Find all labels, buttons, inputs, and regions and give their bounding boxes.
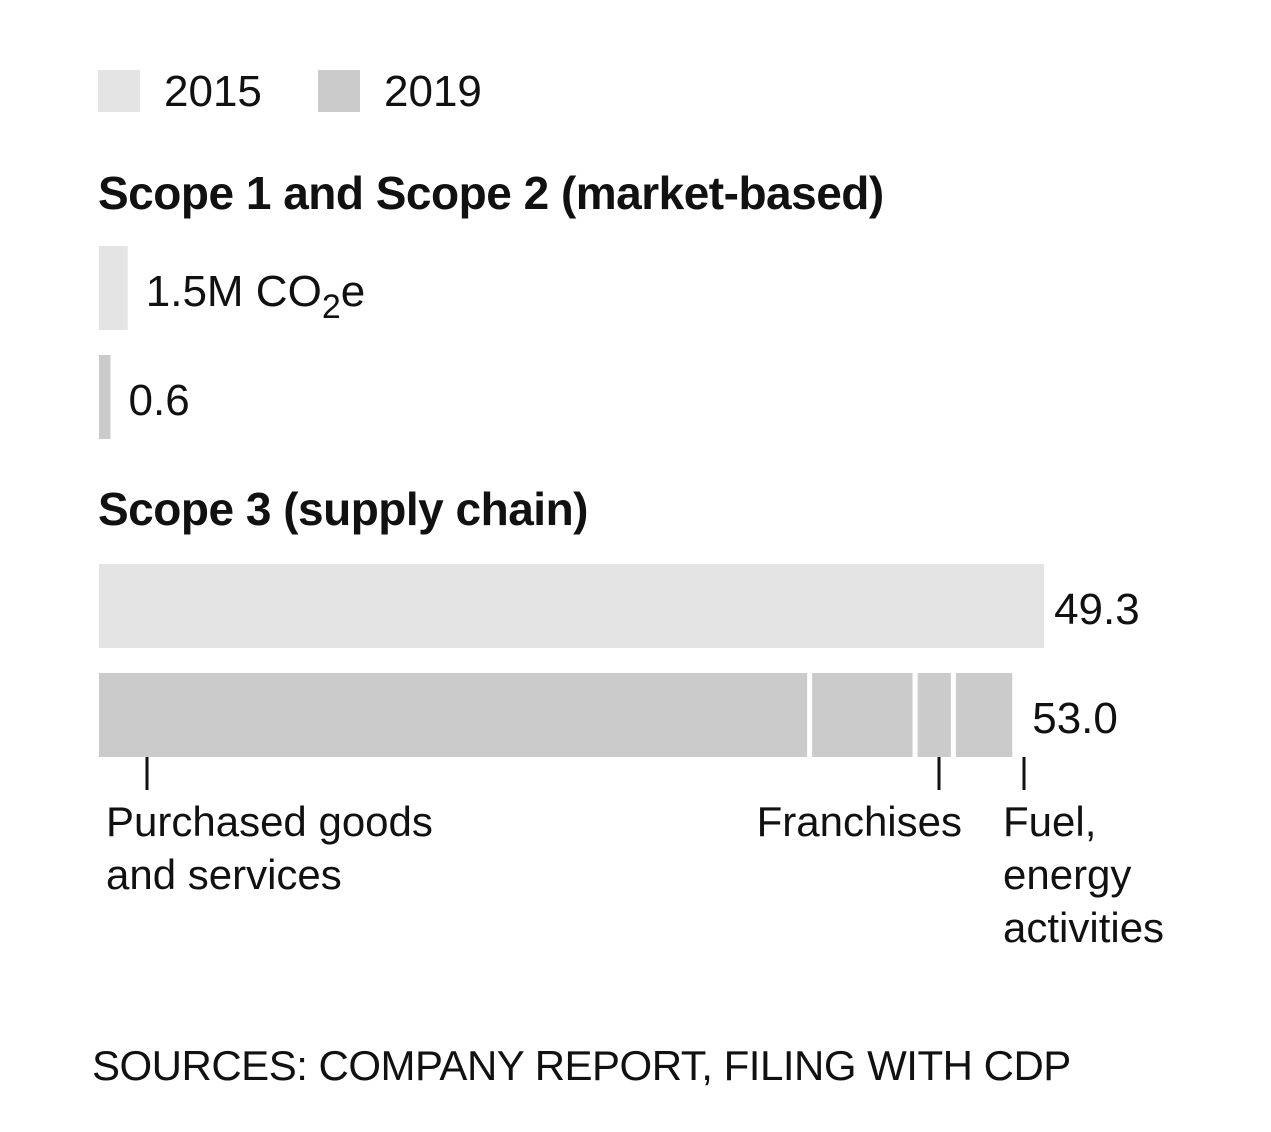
emissions-chart: 1.5M CO2e 0.6 49.3 53.0 Purchased goods and s…	[99, 246, 1164, 951]
scope12-value-label-2015: 1.5M CO2e	[146, 267, 365, 326]
scope3-bar-2019-segment-4	[955, 673, 1013, 757]
scope3-value-label-2015: 49.3	[1054, 585, 1140, 634]
annotation-label-3-line-2: energy	[1003, 851, 1131, 898]
scope3-bar-2019-segment-1	[99, 673, 808, 757]
scope12-bar-2015	[99, 246, 128, 330]
annotation-label-3-line-1: Fuel,	[1003, 798, 1096, 845]
scope3-value-label-2019: 53.0	[1032, 694, 1118, 743]
annotation-label-1-line-2: and services	[106, 851, 342, 898]
annotation-label-2-line-1: Franchises	[757, 798, 962, 845]
scope3-title: Scope 3 (supply chain)	[98, 483, 589, 535]
legend-label-2019: 2019	[384, 67, 482, 116]
scope12-value-label-2019: 0.6	[129, 376, 190, 425]
legend-swatch-2019	[318, 70, 360, 112]
source-note: SOURCES: COMPANY REPORT, FILING WITH CDP	[92, 1042, 1071, 1089]
scope3-bar-2015	[99, 564, 1045, 648]
annotation-label-3-line-3: activities	[1003, 904, 1164, 951]
scope12-bar-2019	[99, 355, 111, 439]
scope3-bar-2019-segment-3	[917, 673, 951, 757]
annotation-label-1-line-1: Purchased goods	[106, 798, 433, 845]
scope3-bar-2019-segment-2	[812, 673, 913, 757]
legend-label-2015: 2015	[164, 67, 262, 116]
scope12-title: Scope 1 and Scope 2 (market-based)	[98, 167, 884, 219]
legend-swatch-2015	[98, 70, 140, 112]
